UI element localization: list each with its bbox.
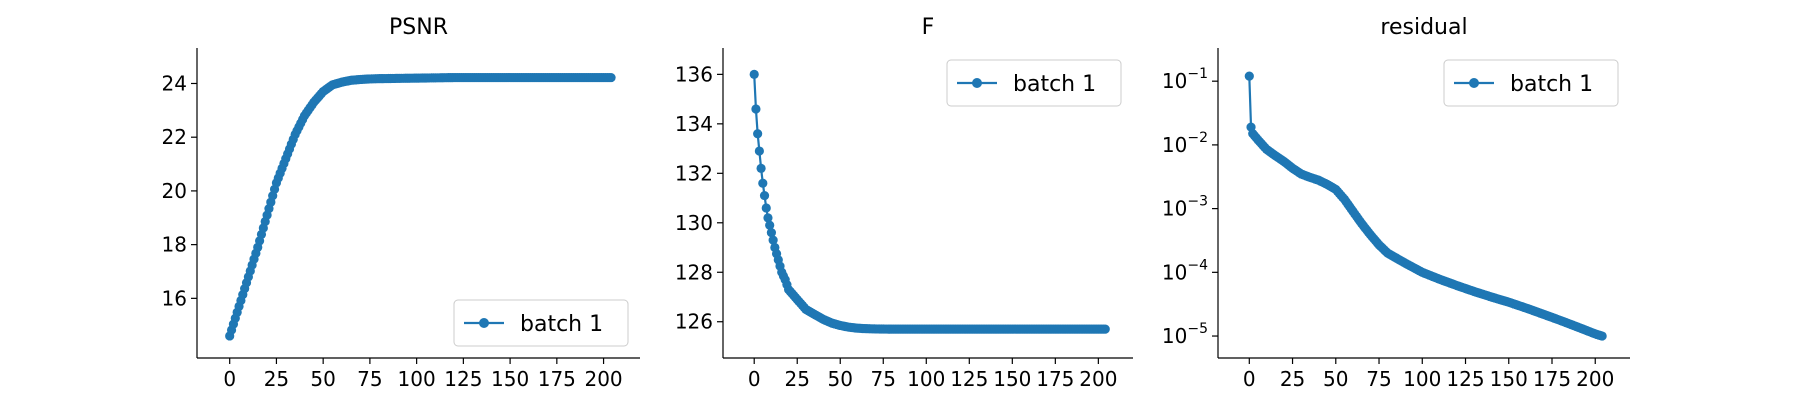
- legend-frame: [1443, 59, 1619, 107]
- x-tick-label: 200: [584, 367, 622, 391]
- data-point: [749, 69, 759, 79]
- y-tick-label: 136: [675, 62, 713, 86]
- data-point: [754, 146, 764, 156]
- x-tick-label: 125: [444, 367, 482, 391]
- series-line: [228, 76, 612, 337]
- legend: batch 1: [453, 299, 629, 347]
- data-point: [763, 213, 773, 223]
- legend-frame: [946, 59, 1122, 107]
- y-tick-label: 24: [162, 71, 187, 95]
- x-tick-label: 125: [950, 367, 988, 391]
- x-tick-label: 25: [264, 367, 289, 391]
- x-tick-label: 50: [310, 367, 335, 391]
- legend-label: batch 1: [520, 312, 603, 337]
- y-tick-label: 10−2: [1162, 130, 1208, 157]
- x-tick-label: 175: [1036, 367, 1074, 391]
- series-markers: [1244, 71, 1607, 341]
- x-tick-label: 150: [491, 367, 529, 391]
- x-tick-label: 75: [871, 367, 896, 391]
- x-tick-label: 150: [993, 367, 1031, 391]
- x-tick-label: 0: [1243, 367, 1256, 391]
- data-point: [758, 178, 768, 188]
- x-tick-label: 125: [1446, 367, 1484, 391]
- y-tick-exponent: −4: [1187, 257, 1208, 273]
- data-point: [756, 163, 766, 173]
- panel-residual: residual 0 25 50 75 100 125 150 175 200 10−5 10−4 10…: [1162, 15, 1630, 391]
- series-line: [753, 74, 1106, 331]
- x-tick-label: 75: [1366, 367, 1391, 391]
- y-tick-label: 10−4: [1162, 257, 1208, 284]
- y-tick-label: 20: [162, 179, 187, 203]
- x-tick-label: 100: [1403, 367, 1441, 391]
- data-point: [759, 190, 770, 201]
- data-point: [1597, 331, 1607, 341]
- x-tick-label: 175: [538, 367, 576, 391]
- series-line: [1248, 76, 1603, 338]
- x-tick-label: 200: [1576, 367, 1614, 391]
- y-tick-label: 22: [162, 125, 187, 149]
- legend-frame: [453, 299, 629, 347]
- x-tick-label: 200: [1079, 367, 1117, 391]
- x-tick-label: 50: [828, 367, 853, 391]
- x-tick-label: 0: [748, 367, 761, 391]
- x-tick-label: 75: [357, 367, 382, 391]
- y-tick-exponent: −1: [1187, 66, 1208, 82]
- y-tick-label: 10−3: [1162, 194, 1208, 221]
- y-tick-label: 132: [675, 161, 713, 185]
- y-tick-label: 16: [162, 286, 187, 310]
- chart-title: PSNR: [389, 15, 448, 40]
- legend-label: batch 1: [1013, 72, 1096, 97]
- panel-f: F 0 25 50 75 100 125 150 175 200 126 128 130 132 134 13…: [675, 15, 1133, 391]
- x-tick-label: 100: [398, 367, 436, 391]
- legend-marker-sample: [1469, 78, 1479, 88]
- series-markers: [749, 69, 1110, 334]
- y-tick-label: 10−1: [1162, 66, 1208, 93]
- legend: batch 1: [946, 59, 1122, 107]
- legend-label: batch 1: [1510, 72, 1593, 97]
- y-tick-label: 130: [675, 211, 713, 235]
- data-point: [761, 203, 771, 213]
- chart-title: residual: [1380, 15, 1467, 40]
- data-point: [765, 220, 775, 230]
- x-tick-label: 0: [223, 367, 236, 391]
- panel-psnr: PSNR 0 25 50 75 100 125 150 175 200 16 18 20 22 24 batc…: [162, 15, 640, 391]
- y-tick-label: 134: [675, 112, 713, 136]
- legend-marker-sample: [479, 318, 489, 328]
- x-tick-label: 50: [1323, 367, 1348, 391]
- data-point: [768, 235, 778, 245]
- y-tick-exponent: −2: [1187, 130, 1208, 146]
- x-tick-label: 25: [784, 367, 809, 391]
- data-point: [751, 104, 761, 114]
- series-markers: [225, 72, 616, 341]
- data-point: [1244, 71, 1254, 81]
- y-tick-exponent: −3: [1187, 194, 1208, 210]
- x-tick-label: 175: [1533, 367, 1571, 391]
- y-tick-label: 128: [675, 260, 713, 284]
- legend-marker-sample: [972, 78, 982, 88]
- y-tick-label: 10−5: [1162, 321, 1208, 348]
- x-tick-label: 25: [1280, 367, 1305, 391]
- data-point: [606, 72, 616, 83]
- y-tick-label: 126: [675, 310, 713, 334]
- y-tick-label: 18: [162, 233, 187, 257]
- chart-title: F: [922, 15, 935, 40]
- data-point: [753, 129, 763, 139]
- y-tick-exponent: −5: [1187, 321, 1208, 337]
- x-tick-label: 150: [1490, 367, 1528, 391]
- x-tick-label: 100: [907, 367, 945, 391]
- data-point: [1100, 324, 1110, 334]
- legend: batch 1: [1443, 59, 1619, 107]
- data-point: [766, 228, 777, 238]
